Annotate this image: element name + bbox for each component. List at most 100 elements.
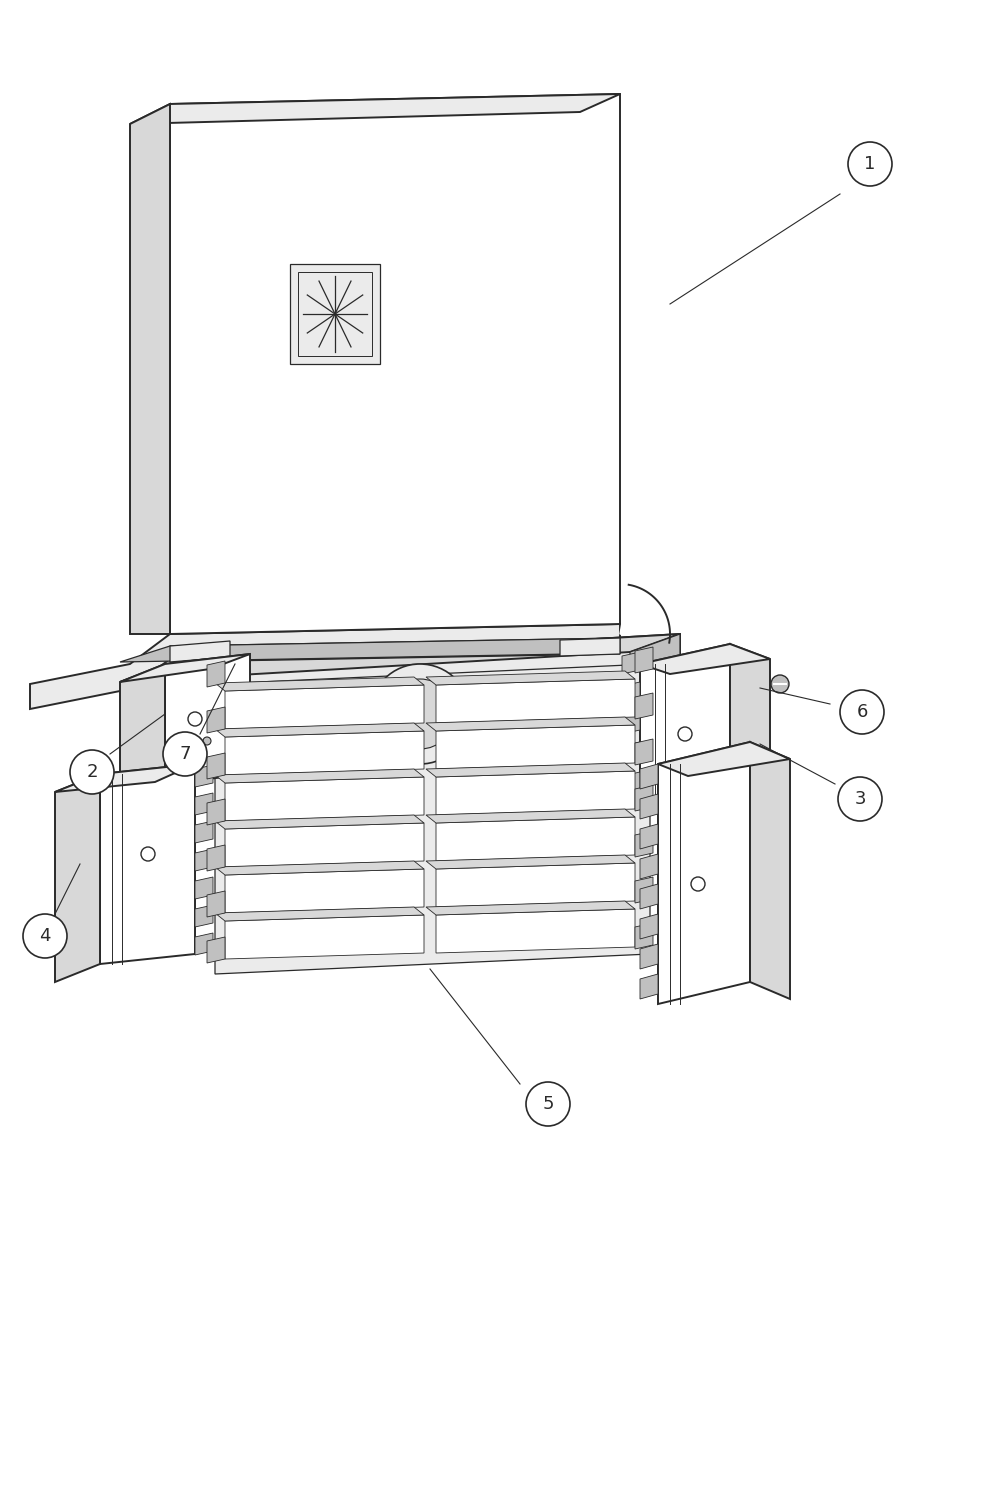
Polygon shape <box>635 738 653 766</box>
Polygon shape <box>426 717 635 731</box>
Polygon shape <box>207 890 225 917</box>
Polygon shape <box>622 653 640 674</box>
Circle shape <box>838 778 882 821</box>
Polygon shape <box>130 104 170 635</box>
Polygon shape <box>426 763 635 778</box>
Polygon shape <box>640 854 658 878</box>
Polygon shape <box>215 677 424 690</box>
Polygon shape <box>225 731 424 775</box>
Polygon shape <box>55 775 100 982</box>
Polygon shape <box>225 869 424 913</box>
Polygon shape <box>658 741 790 776</box>
Polygon shape <box>170 635 680 693</box>
Polygon shape <box>207 845 225 871</box>
Polygon shape <box>622 772 640 794</box>
Circle shape <box>678 726 692 741</box>
Circle shape <box>526 1081 570 1126</box>
Polygon shape <box>436 725 635 769</box>
Polygon shape <box>635 647 653 672</box>
Circle shape <box>188 711 202 726</box>
Circle shape <box>23 914 67 958</box>
Polygon shape <box>170 93 620 635</box>
Polygon shape <box>215 663 650 975</box>
Polygon shape <box>640 644 730 805</box>
Polygon shape <box>635 923 653 949</box>
Polygon shape <box>207 937 225 963</box>
Polygon shape <box>560 638 620 656</box>
Circle shape <box>141 847 155 860</box>
Polygon shape <box>436 908 635 954</box>
Polygon shape <box>30 624 620 708</box>
Polygon shape <box>215 907 424 920</box>
Polygon shape <box>120 663 165 802</box>
Polygon shape <box>436 772 635 815</box>
Circle shape <box>370 663 470 764</box>
Text: 5: 5 <box>542 1095 554 1113</box>
Polygon shape <box>195 848 213 871</box>
Polygon shape <box>436 678 635 723</box>
Polygon shape <box>426 901 635 914</box>
Polygon shape <box>207 660 225 687</box>
Polygon shape <box>215 769 424 784</box>
Polygon shape <box>120 638 620 662</box>
Polygon shape <box>195 821 213 844</box>
Polygon shape <box>215 860 424 875</box>
Polygon shape <box>630 635 680 672</box>
Polygon shape <box>195 905 213 926</box>
Polygon shape <box>100 764 195 964</box>
Polygon shape <box>225 778 424 821</box>
Circle shape <box>848 141 892 186</box>
Circle shape <box>70 750 114 794</box>
Polygon shape <box>622 741 640 764</box>
Polygon shape <box>640 824 658 848</box>
Polygon shape <box>55 764 195 793</box>
Circle shape <box>840 690 884 734</box>
Polygon shape <box>426 854 635 869</box>
Polygon shape <box>640 644 770 674</box>
Polygon shape <box>426 671 635 684</box>
Text: 4: 4 <box>39 926 51 945</box>
Polygon shape <box>225 823 424 866</box>
Polygon shape <box>130 93 620 123</box>
Polygon shape <box>215 723 424 737</box>
Polygon shape <box>195 932 213 955</box>
Polygon shape <box>215 815 424 829</box>
Polygon shape <box>635 877 653 902</box>
Wedge shape <box>620 585 670 642</box>
Circle shape <box>203 737 211 744</box>
Circle shape <box>771 675 789 693</box>
Polygon shape <box>436 863 635 907</box>
Circle shape <box>163 732 207 776</box>
Polygon shape <box>195 766 213 787</box>
Polygon shape <box>207 799 225 826</box>
Polygon shape <box>635 832 653 857</box>
Polygon shape <box>426 809 635 823</box>
Polygon shape <box>436 817 635 860</box>
Text: 7: 7 <box>179 744 191 763</box>
Polygon shape <box>658 741 750 1005</box>
Text: 2: 2 <box>86 763 98 781</box>
Text: 6: 6 <box>856 702 868 720</box>
Polygon shape <box>195 877 213 899</box>
Polygon shape <box>640 945 658 969</box>
Polygon shape <box>290 265 380 364</box>
Polygon shape <box>640 884 658 908</box>
Polygon shape <box>640 914 658 938</box>
Polygon shape <box>635 693 653 719</box>
Polygon shape <box>622 681 640 704</box>
Polygon shape <box>170 641 230 662</box>
Polygon shape <box>170 638 620 662</box>
Polygon shape <box>195 793 213 815</box>
Text: 1: 1 <box>864 155 876 173</box>
Polygon shape <box>635 785 653 811</box>
Polygon shape <box>622 711 640 734</box>
Polygon shape <box>225 914 424 960</box>
Polygon shape <box>750 741 790 999</box>
Polygon shape <box>207 707 225 732</box>
Polygon shape <box>120 635 680 681</box>
Polygon shape <box>640 794 658 820</box>
Polygon shape <box>640 764 658 790</box>
Circle shape <box>385 678 455 749</box>
Polygon shape <box>120 654 250 681</box>
Polygon shape <box>225 684 424 729</box>
